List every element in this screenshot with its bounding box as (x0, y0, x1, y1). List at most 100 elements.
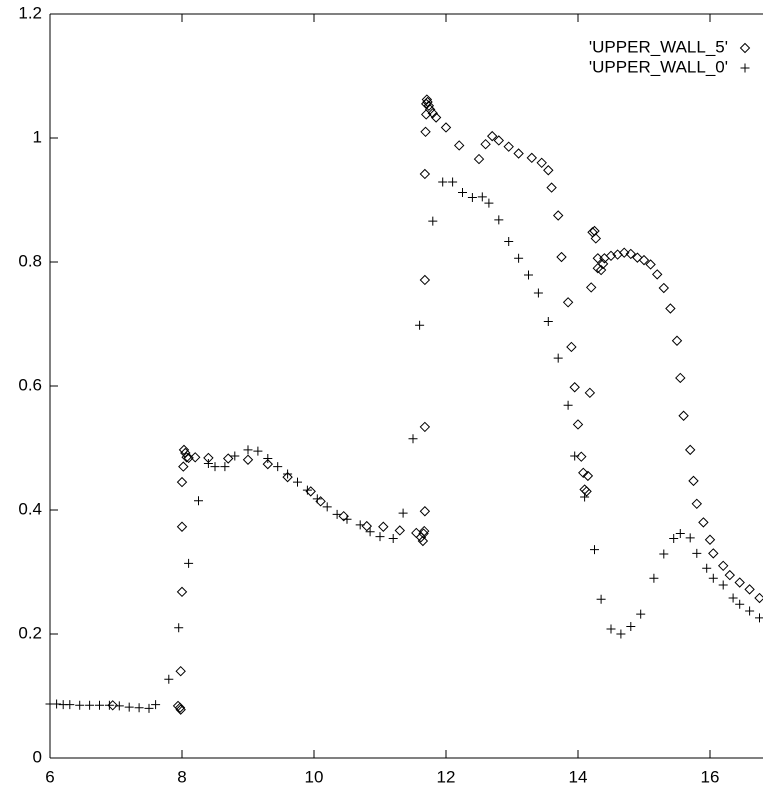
point (181, 452, 192, 463)
point (493, 135, 505, 146)
point (754, 592, 763, 604)
point (504, 237, 514, 247)
point (582, 470, 594, 482)
point (430, 112, 442, 123)
point (503, 141, 514, 152)
point (365, 527, 375, 537)
point (114, 701, 124, 711)
point (576, 451, 587, 462)
point (570, 451, 580, 461)
point (273, 462, 283, 472)
point (85, 700, 95, 710)
point (581, 486, 592, 497)
point (417, 535, 429, 547)
point (728, 593, 738, 603)
point (572, 419, 584, 430)
point (675, 529, 685, 539)
point (398, 508, 408, 518)
point (735, 599, 745, 609)
point (584, 387, 596, 399)
point (375, 532, 385, 542)
point (178, 444, 190, 456)
y-tick-label: 1 (33, 127, 42, 146)
point (691, 498, 703, 510)
point (618, 247, 630, 258)
legend-marker (740, 63, 750, 73)
x-tick-label: 8 (177, 767, 186, 786)
point (636, 609, 646, 619)
point (718, 580, 728, 590)
y-tick-label: 0.4 (18, 499, 42, 518)
point (566, 341, 577, 353)
point (563, 400, 573, 410)
point (178, 461, 189, 472)
point (513, 148, 524, 159)
point (332, 509, 342, 519)
point (552, 210, 564, 221)
point (477, 192, 487, 202)
point (671, 335, 683, 346)
point (546, 182, 557, 193)
point (745, 606, 755, 616)
point (420, 126, 431, 138)
point (134, 703, 144, 713)
legend-marker (739, 42, 751, 54)
point (423, 100, 435, 111)
point (596, 594, 606, 604)
point (263, 454, 273, 464)
point (342, 514, 352, 524)
point (428, 216, 438, 226)
point (438, 177, 448, 187)
point (189, 452, 201, 463)
point (698, 517, 709, 528)
point (688, 475, 699, 487)
point (253, 446, 263, 456)
point (533, 288, 543, 298)
point (626, 622, 636, 632)
point (75, 700, 85, 710)
point (415, 320, 425, 330)
point (632, 252, 643, 263)
point (580, 492, 590, 502)
point (242, 454, 254, 465)
point (486, 130, 498, 142)
point (302, 485, 312, 495)
point (708, 548, 719, 559)
point (210, 462, 220, 472)
point (514, 253, 524, 263)
point (717, 560, 729, 572)
point (665, 303, 676, 314)
point (65, 700, 75, 710)
y-tick-label: 0.8 (18, 251, 42, 270)
point (645, 259, 656, 270)
point (526, 152, 538, 164)
point (176, 586, 188, 598)
point (606, 624, 616, 634)
point (453, 140, 465, 151)
point (685, 533, 695, 543)
point (378, 521, 389, 532)
point (744, 584, 755, 595)
point (658, 282, 670, 294)
point (175, 665, 186, 677)
point (616, 629, 626, 639)
point (180, 447, 191, 459)
point (203, 459, 213, 468)
x-tick-label: 10 (305, 767, 324, 786)
point (419, 168, 431, 180)
point (243, 445, 253, 455)
point (422, 96, 433, 108)
point (355, 520, 365, 530)
point (419, 274, 431, 286)
point (419, 525, 430, 537)
y-tick-label: 1.2 (18, 3, 42, 22)
x-tick-label: 6 (45, 767, 54, 786)
point (394, 525, 406, 536)
point (174, 623, 184, 633)
point (704, 534, 716, 545)
point (585, 282, 597, 293)
point (164, 674, 174, 684)
point (312, 494, 322, 504)
point (174, 702, 186, 713)
